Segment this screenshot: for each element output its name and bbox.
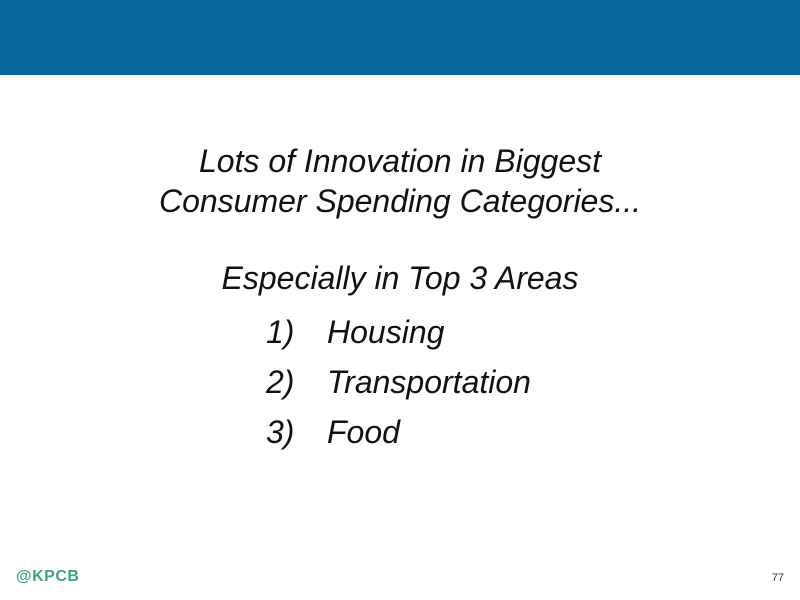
list-item-label: Transportation — [327, 357, 531, 407]
slide-title: Lots of Innovation in Biggest Consumer S… — [0, 141, 800, 221]
header-bar — [0, 0, 800, 75]
page-number: 77 — [760, 572, 784, 584]
title-line-1: Lots of Innovation in Biggest — [0, 141, 800, 181]
list-item-number: 1) — [266, 307, 327, 357]
list-item: 2) Transportation — [266, 357, 531, 407]
list-item-label: Food — [327, 407, 400, 457]
list-item: 3) Food — [266, 407, 531, 457]
list-item-number: 2) — [266, 357, 327, 407]
list-item-number: 3) — [266, 407, 327, 457]
slide-subtitle: Especially in Top 3 Areas — [0, 258, 800, 298]
list-item: 1) Housing — [266, 307, 531, 357]
top-areas-list: 1) Housing 2) Transportation 3) Food — [266, 307, 531, 457]
brand-logo: @KPCB — [16, 568, 79, 586]
list-item-label: Housing — [327, 307, 444, 357]
title-line-2: Consumer Spending Categories... — [0, 181, 800, 221]
